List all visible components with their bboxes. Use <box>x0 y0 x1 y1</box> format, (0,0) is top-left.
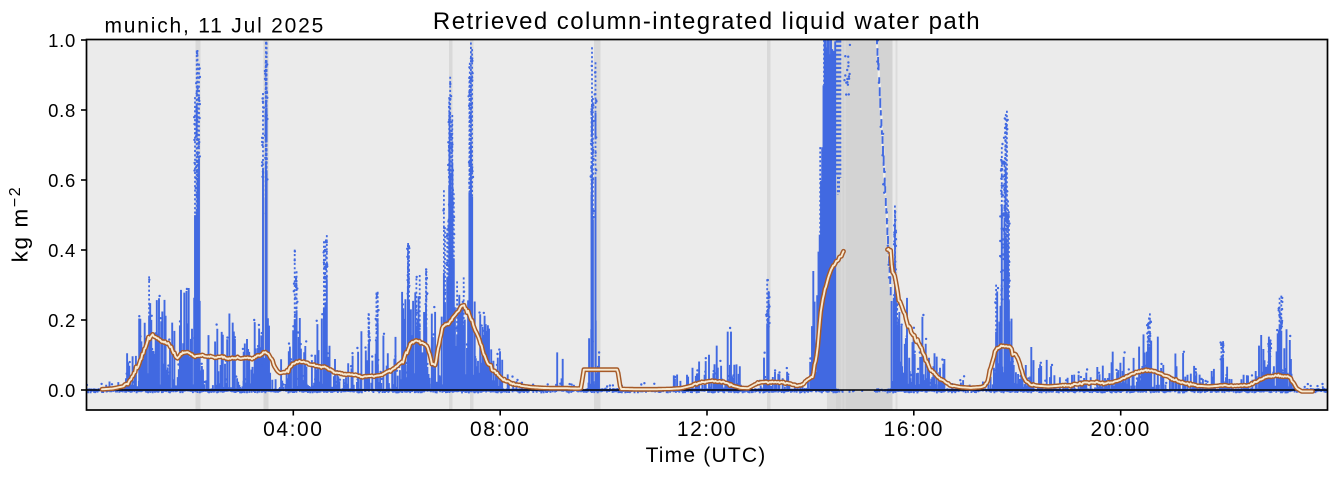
svg-text:Retrieved column-integrated li: Retrieved column-integrated liquid water… <box>433 8 981 35</box>
svg-text:0.2: 0.2 <box>48 310 76 331</box>
svg-text:1.0: 1.0 <box>48 30 76 51</box>
svg-text:munich, 11 Jul 2025: munich, 11 Jul 2025 <box>105 15 326 38</box>
svg-text:0.6: 0.6 <box>48 170 76 191</box>
svg-text:0.0: 0.0 <box>48 380 76 401</box>
svg-text:08:00: 08:00 <box>470 418 530 441</box>
svg-text:12:00: 12:00 <box>677 418 737 441</box>
svg-text:20:00: 20:00 <box>1091 418 1151 441</box>
svg-text:0.4: 0.4 <box>48 240 76 261</box>
svg-text:16:00: 16:00 <box>884 418 944 441</box>
svg-text:04:00: 04:00 <box>263 418 323 441</box>
svg-text:Time (UTC): Time (UTC) <box>646 444 767 467</box>
svg-text:0.8: 0.8 <box>48 100 76 121</box>
